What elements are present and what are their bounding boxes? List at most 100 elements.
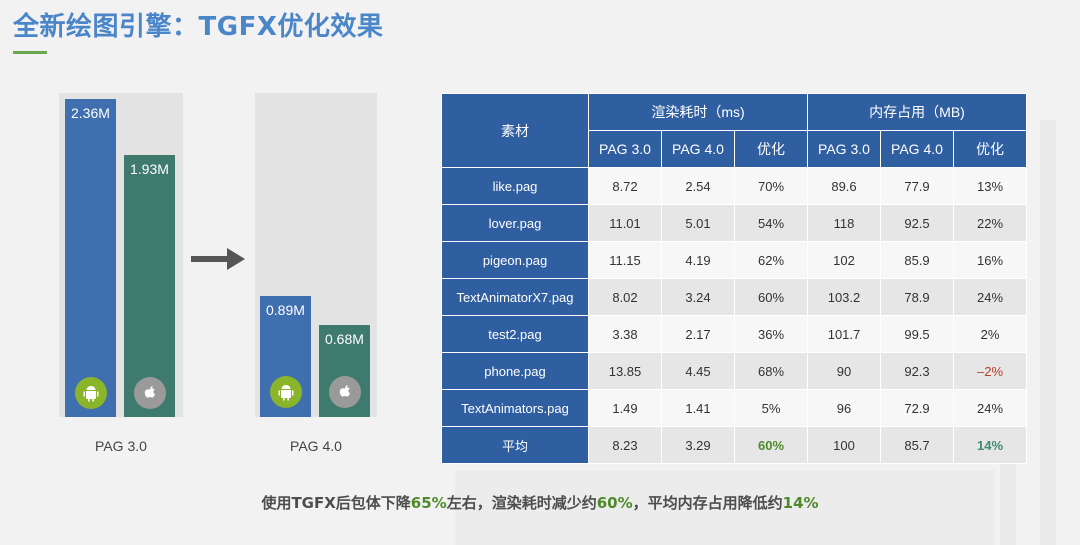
bar-value-label: 0.89M: [266, 302, 305, 318]
cell-memory-optimize: 2%: [953, 315, 1027, 353]
cell-memory-pag30: 118: [807, 204, 881, 242]
cell-render-optimize: 68%: [734, 352, 808, 390]
cell-render-optimize: 62%: [734, 241, 808, 279]
cell-render-pag40: 2.17: [661, 315, 735, 353]
cell-render-pag30: 11.01: [588, 204, 662, 242]
bar-android-pag40: 0.89M: [260, 296, 311, 417]
summary-highlight: 65%: [410, 494, 447, 512]
row-name: pigeon.pag: [441, 241, 589, 279]
cell-memory-pag40: 85.9: [880, 241, 954, 279]
cell-render-pag40: 3.29: [661, 426, 735, 464]
table-row: lover.pag 11.01 5.01 54% 118 92.5 22%: [441, 204, 1027, 242]
cell-render-optimize: 54%: [734, 204, 808, 242]
subheader-render-pag40: PAG 4.0: [661, 130, 735, 168]
cell-render-pag30: 13.85: [588, 352, 662, 390]
cell-render-pag40: 3.24: [661, 278, 735, 316]
summary-highlight: 14%: [782, 494, 819, 512]
subheader-memory-optimize: 优化: [953, 130, 1027, 168]
table-row-average: 平均 8.23 3.29 60% 100 85.7 14%: [441, 426, 1027, 464]
cell-memory-optimize: 16%: [953, 241, 1027, 279]
cell-render-optimize: 36%: [734, 315, 808, 353]
page-title: 全新绘图引擎：TGFX优化效果: [13, 12, 384, 42]
cell-render-pag40: 1.41: [661, 389, 735, 427]
cell-memory-pag30: 89.6: [807, 167, 881, 205]
subheader-render-optimize: 优化: [734, 130, 808, 168]
cell-render-pag30: 8.23: [588, 426, 662, 464]
summary-part: 使用TGFX后包体下降: [261, 494, 411, 512]
version-label-pag40: PAG 4.0: [290, 438, 342, 454]
summary-text: 使用TGFX后包体下降65%左右，渲染耗时减少约60%，平均内存占用降低约14%: [0, 492, 1080, 513]
cell-memory-pag30: 103.2: [807, 278, 881, 316]
cell-render-pag40: 5.01: [661, 204, 735, 242]
row-name: lover.pag: [441, 204, 589, 242]
cell-memory-optimize: 13%: [953, 167, 1027, 205]
bar-value-label: 2.36M: [71, 105, 110, 121]
cell-memory-pag40: 78.9: [880, 278, 954, 316]
title-underline: [13, 51, 47, 54]
table-row: pigeon.pag 11.15 4.19 62% 102 85.9 16%: [441, 241, 1027, 279]
row-name: TextAnimatorX7.pag: [441, 278, 589, 316]
cell-memory-pag40: 99.5: [880, 315, 954, 353]
bar-android-pag30: 2.36M: [65, 99, 116, 417]
bar-ios-pag30: 1.93M: [124, 155, 175, 417]
background-decoration: [1040, 120, 1056, 545]
table-row: like.pag 8.72 2.54 70% 89.6 77.9 13%: [441, 167, 1027, 205]
bar-panel-pag30: 2.36M 1.93M: [59, 93, 183, 417]
cell-memory-optimize: 14%: [953, 426, 1027, 464]
cell-render-pag30: 8.72: [588, 167, 662, 205]
cell-memory-pag40: 92.3: [880, 352, 954, 390]
cell-memory-pag30: 96: [807, 389, 881, 427]
cell-memory-pag30: 90: [807, 352, 881, 390]
header-render-time: 渲染耗时（ms): [588, 93, 808, 131]
summary-part: ，平均内存占用降低约: [632, 494, 783, 512]
table-row: TextAnimatorX7.pag 8.02 3.24 60% 103.2 7…: [441, 278, 1027, 316]
cell-render-pag30: 1.49: [588, 389, 662, 427]
bar-value-label: 0.68M: [325, 331, 364, 347]
android-icon: [75, 377, 107, 409]
row-name: 平均: [441, 426, 589, 464]
subheader-render-pag30: PAG 3.0: [588, 130, 662, 168]
apple-icon: [134, 377, 166, 409]
cell-render-optimize: 5%: [734, 389, 808, 427]
table-row: test2.pag 3.38 2.17 36% 101.7 99.5 2%: [441, 315, 1027, 353]
row-name: test2.pag: [441, 315, 589, 353]
cell-render-pag40: 2.54: [661, 167, 735, 205]
subheader-memory-pag30: PAG 3.0: [807, 130, 881, 168]
version-label-pag30: PAG 3.0: [95, 438, 147, 454]
table-row: phone.pag 13.85 4.45 68% 90 92.3 –2%: [441, 352, 1027, 390]
cell-render-optimize: 60%: [734, 426, 808, 464]
arrow-right-icon: [191, 248, 245, 270]
bar-panel-pag40: 0.89M 0.68M: [255, 93, 377, 417]
cell-render-pag40: 4.45: [661, 352, 735, 390]
cell-render-pag30: 8.02: [588, 278, 662, 316]
cell-memory-pag30: 101.7: [807, 315, 881, 353]
cell-render-optimize: 60%: [734, 278, 808, 316]
subheader-memory-pag40: PAG 4.0: [880, 130, 954, 168]
background-decoration: [455, 470, 995, 545]
cell-memory-pag40: 85.7: [880, 426, 954, 464]
bar-value-label: 1.93M: [130, 161, 169, 177]
cell-memory-optimize: 22%: [953, 204, 1027, 242]
header-memory: 内存占用（MB): [807, 93, 1027, 131]
cell-render-pag30: 3.38: [588, 315, 662, 353]
cell-render-pag40: 4.19: [661, 241, 735, 279]
apple-icon: [329, 376, 361, 408]
summary-part: 左右，渲染耗时减少约: [446, 494, 597, 512]
cell-memory-pag30: 102: [807, 241, 881, 279]
cell-render-optimize: 70%: [734, 167, 808, 205]
cell-memory-optimize: 24%: [953, 389, 1027, 427]
cell-memory-pag40: 77.9: [880, 167, 954, 205]
row-name: like.pag: [441, 167, 589, 205]
cell-memory-pag40: 72.9: [880, 389, 954, 427]
cell-render-pag30: 11.15: [588, 241, 662, 279]
cell-memory-pag30: 100: [807, 426, 881, 464]
row-name: TextAnimators.pag: [441, 389, 589, 427]
comparison-table: 素材 渲染耗时（ms) 内存占用（MB) PAG 3.0 PAG 4.0 优化 …: [441, 93, 1027, 464]
cell-memory-pag40: 92.5: [880, 204, 954, 242]
header-material: 素材: [441, 93, 589, 168]
cell-memory-optimize: –2%: [953, 352, 1027, 390]
bar-ios-pag40: 0.68M: [319, 325, 370, 417]
table-row: TextAnimators.pag 1.49 1.41 5% 96 72.9 2…: [441, 389, 1027, 427]
summary-highlight: 60%: [596, 494, 633, 512]
android-icon: [270, 376, 302, 408]
